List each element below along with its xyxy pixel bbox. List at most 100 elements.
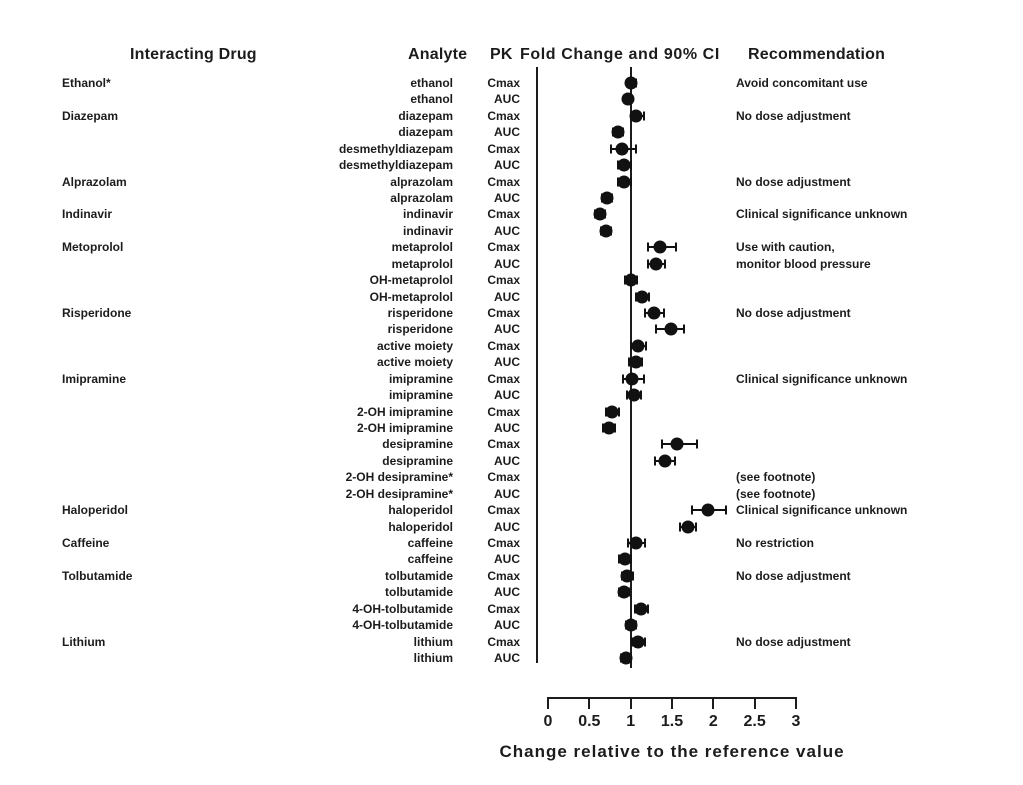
ci-cap-right [643, 637, 646, 647]
recommendation-label: Clinical significance unknown [736, 503, 908, 518]
ci-cap-left [661, 439, 664, 449]
ci-cap-right [683, 324, 686, 334]
pk-label: AUC [494, 289, 520, 304]
plot-left-border-line [536, 67, 538, 663]
pk-label: Cmax [487, 470, 520, 485]
pk-label: Cmax [487, 503, 520, 518]
pk-label: AUC [494, 322, 520, 337]
pk-label: Cmax [487, 174, 520, 189]
analyte-label: 2-OH desipramine* [345, 470, 453, 485]
drug-label: Lithium [62, 634, 106, 649]
pk-label: AUC [494, 125, 520, 140]
recommendation-label: No dose adjustment [736, 568, 851, 583]
analyte-label: alprazolam [390, 191, 453, 205]
ci-cap-left [647, 242, 650, 252]
x-axis-tick [795, 697, 797, 709]
ci-cap-left [647, 259, 650, 269]
point-estimate [602, 421, 616, 435]
ci-cap-right [695, 439, 698, 449]
ci-cap-left [630, 341, 633, 351]
analyte-label: ethanol [410, 76, 453, 90]
column-header-interacting-drug: Interacting Drug [130, 46, 257, 63]
ci-cap-right [647, 292, 650, 302]
pk-label: AUC [494, 453, 520, 468]
point-estimate [629, 536, 643, 550]
pk-label: AUC [494, 552, 520, 567]
analyte-label: indinavir [402, 207, 453, 222]
pk-label: Cmax [487, 306, 520, 321]
ci-cap-left [627, 538, 630, 548]
point-estimate [621, 92, 635, 106]
pk-label: AUC [494, 223, 520, 238]
ci-cap-right [694, 522, 697, 532]
x-axis-tick [753, 697, 756, 709]
recommendation-label: (see footnote) [736, 486, 816, 501]
ci-cap-left [622, 374, 625, 384]
x-axis-tick [547, 697, 549, 709]
x-axis-tick [629, 697, 632, 709]
ci-cap-right [641, 357, 644, 367]
drug-label: Risperidone [62, 306, 132, 321]
ci-cap-left [655, 324, 658, 334]
analyte-label: haloperidol [388, 503, 453, 518]
point-estimate [631, 635, 645, 649]
pk-label: Cmax [487, 437, 520, 452]
drug-label: Tolbutamide [62, 568, 133, 583]
recommendation-label: (see footnote) [736, 470, 816, 485]
recommendation-label: monitor blood pressure [736, 256, 871, 271]
recommendation-label: Avoid concomitant use [736, 76, 868, 90]
analyte-label: tolbutamide [385, 585, 453, 600]
drug-label: Caffeine [62, 536, 110, 551]
ci-cap-right [647, 604, 650, 614]
pk-label: Cmax [487, 338, 520, 353]
analyte-label: tolbutamide [385, 568, 453, 583]
ci-cap-right [663, 259, 666, 269]
point-estimate [617, 158, 631, 172]
point-estimate [624, 273, 638, 287]
pk-label: Cmax [487, 273, 520, 288]
recommendation-label: Clinical significance unknown [736, 207, 908, 222]
pk-label: Cmax [487, 601, 520, 616]
point-estimate [611, 125, 625, 139]
analyte-label: metaprolol [391, 240, 453, 255]
pk-label: Cmax [487, 568, 520, 583]
drug-label: Indinavir [62, 207, 113, 222]
ci-cap-right [629, 160, 632, 170]
drug-label: Metoprolol [62, 240, 124, 255]
x-axis-tick-label: 2 [708, 713, 718, 730]
pk-label: AUC [494, 355, 520, 370]
point-estimate [593, 207, 607, 221]
point-estimate [631, 339, 645, 353]
column-header-pk: PK [490, 46, 513, 63]
pk-label: Cmax [487, 108, 520, 123]
ci-cap-right [644, 341, 647, 351]
analyte-label: caffeine [407, 552, 453, 567]
point-estimate [605, 405, 619, 419]
analyte-label: metaprolol [391, 256, 453, 271]
recommendation-label: No restriction [736, 536, 815, 551]
point-estimate [620, 569, 634, 583]
point-estimate [649, 257, 663, 271]
ci-cap-left [609, 144, 612, 154]
analyte-label: 4-OH-tolbutamide [352, 618, 453, 633]
analyte-label: lithium [413, 634, 453, 649]
point-estimate [701, 503, 715, 517]
pk-label: AUC [494, 585, 520, 600]
ci-cap-left [628, 357, 630, 367]
point-estimate [599, 224, 613, 238]
point-estimate [635, 290, 649, 304]
analyte-label: 4-OH-tolbutamide [352, 601, 453, 616]
ci-cap-right [642, 111, 645, 121]
analyte-label: 2-OH imipramine [356, 404, 453, 419]
drug-label: Ethanol* [62, 76, 111, 90]
ci-cap-left [643, 308, 646, 318]
pk-label: Cmax [487, 371, 520, 386]
ci-cap-right [643, 538, 646, 548]
drug-label: Diazepam [62, 108, 119, 123]
point-estimate [617, 175, 631, 189]
ci-cap-right [634, 144, 637, 154]
analyte-label: desmethyldiazepam [338, 158, 453, 173]
analyte-label: diazepam [398, 108, 453, 123]
point-estimate [624, 618, 638, 632]
x-axis-tick-label: 3 [791, 713, 801, 730]
